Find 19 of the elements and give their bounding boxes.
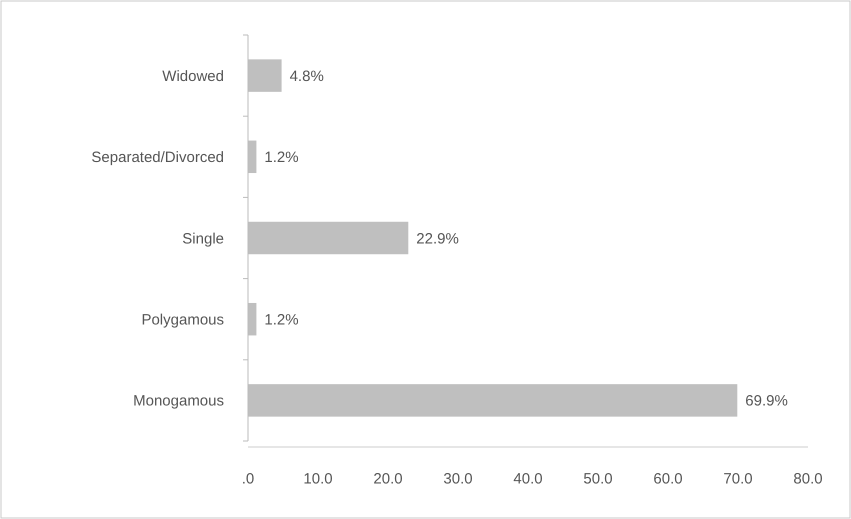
data-label: 69.9% — [745, 392, 788, 410]
x-tick-label: 50.0 — [583, 470, 613, 488]
x-tick-label: 70.0 — [723, 470, 753, 488]
x-tick-label: 10.0 — [303, 470, 333, 488]
x-tick-label: 80.0 — [793, 470, 823, 488]
x-tick-label: 40.0 — [513, 470, 543, 488]
y-tick-label: Separated/Divorced — [91, 149, 224, 166]
data-label: 1.2% — [264, 311, 299, 328]
y-tick-label: Widowed — [162, 68, 224, 85]
data-label: 1.2% — [264, 149, 299, 166]
data-label: 4.8% — [290, 68, 324, 85]
y-tick-label: Monogamous — [133, 392, 224, 410]
y-tick-label: Polygamous — [141, 311, 224, 328]
y-tick-label: Single — [182, 230, 224, 248]
x-tick-label: .0 — [242, 470, 254, 488]
x-tick-label: 20.0 — [373, 470, 403, 488]
x-tick-label: 30.0 — [443, 470, 473, 488]
x-tick-label: 60.0 — [653, 470, 683, 488]
data-label: 22.9% — [416, 230, 459, 248]
